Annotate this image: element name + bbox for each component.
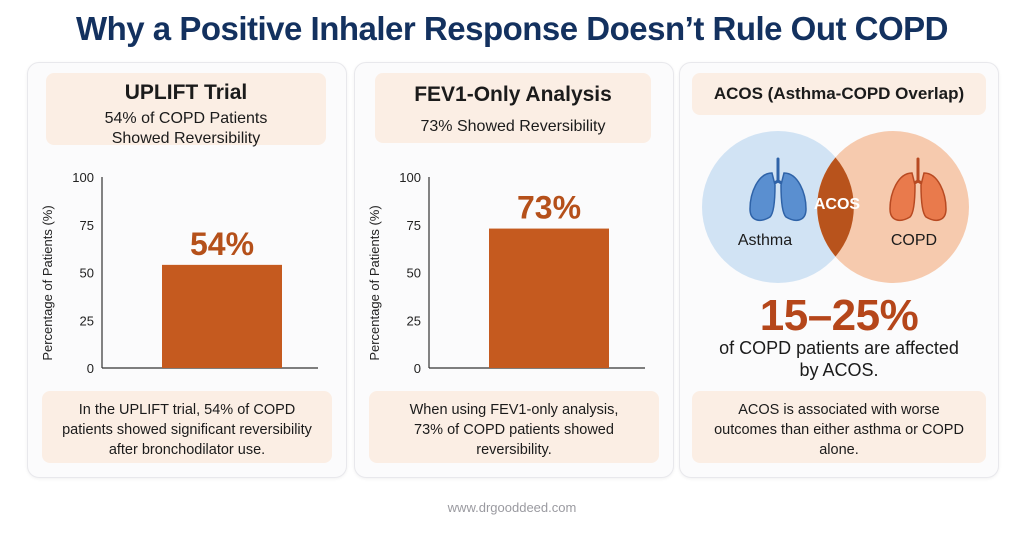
bar [489, 228, 609, 368]
y-tick-label: 25 [407, 313, 421, 328]
acos-range-description: of COPD patients are affected by ACOS. [700, 337, 978, 381]
acos-label: ACOS [814, 196, 861, 213]
note-line1: In the UPLIFT trial, 54% of COPD [78, 402, 296, 418]
note-line1: ACOS is associated with worse [738, 402, 940, 418]
note-line2: patients showed significant reversibilit… [62, 422, 312, 438]
note-line3: reversibility. [476, 442, 552, 458]
uplift-panel: UPLIFT Trial 54% of COPD Patients Showed… [27, 62, 347, 478]
y-tick-label: 75 [80, 218, 94, 233]
y-tick-label: 100 [72, 170, 94, 185]
y-tick-label: 100 [399, 170, 421, 185]
y-tick-label: 25 [80, 313, 94, 328]
panel-subtitle-line1: 54% of COPD Patients [104, 110, 268, 127]
panel-title: FEV1-Only Analysis [414, 83, 612, 106]
panel-header: FEV1-Only Analysis 73% Showed Reversibil… [375, 73, 651, 143]
y-axis-label: Percentage of Patients (%) [367, 205, 382, 360]
page-title: Why a Positive Inhaler Response Doesn’t … [75, 10, 949, 47]
venn-diagram: Asthma ACOS COPD [702, 131, 969, 283]
asthma-label: Asthma [738, 232, 792, 249]
fev1-panel: FEV1-Only Analysis 73% Showed Reversibil… [354, 62, 674, 478]
panel-note: In the UPLIFT trial, 54% of COPD patient… [42, 391, 332, 463]
bar-chart: Percentage of Patients (%) 0 25 50 75 100 73… [367, 170, 645, 376]
y-tick-label: 0 [87, 361, 94, 376]
asthma-lungs-icon [749, 157, 807, 222]
note-line2: outcomes than either asthma or COPD [714, 422, 964, 438]
panel-header: UPLIFT Trial 54% of COPD Patients Showed… [46, 73, 326, 147]
y-tick-label: 50 [407, 266, 421, 281]
copd-label: COPD [891, 232, 937, 249]
y-tick-label: 0 [414, 361, 421, 376]
note-line3: alone. [819, 442, 859, 458]
note-line2: 73% of COPD patients showed [414, 422, 614, 438]
panel-note: When using FEV1-only analysis, 73% of CO… [369, 391, 659, 463]
bar [162, 264, 282, 368]
panel-note: ACOS is associated with worse outcomes t… [692, 391, 986, 463]
y-tick-label: 75 [407, 218, 421, 233]
bar-value-label: 73% [517, 190, 581, 226]
bar-chart: Percentage of Patients (%) 0 25 50 75 100 54… [40, 170, 318, 376]
acos-panel: ACOS (Asthma-COPD Overlap) Asthma ACOS C… [679, 62, 999, 478]
range-desc-line1: of COPD patients are affected [719, 338, 959, 358]
y-tick-label: 50 [80, 266, 94, 281]
copd-lungs-icon [889, 157, 947, 222]
panel-header: ACOS (Asthma-COPD Overlap) [692, 73, 986, 115]
footer-url: www.drgooddeed.com [447, 500, 577, 515]
note-line1: When using FEV1-only analysis, [409, 402, 619, 418]
asthma-circle [702, 131, 854, 283]
panel-title: UPLIFT Trial [124, 81, 248, 104]
bar-value-label: 54% [190, 226, 254, 262]
panel-subtitle-line2: Showed Reversibility [111, 130, 261, 147]
note-line3: after bronchodilator use. [108, 442, 266, 458]
panel-subtitle-line1: 73% Showed Reversibility [420, 118, 606, 135]
range-desc-line2: by ACOS. [799, 360, 879, 380]
panel-title: ACOS (Asthma-COPD Overlap) [713, 84, 965, 103]
acos-range: 15–25% [759, 291, 919, 340]
y-axis-label: Percentage of Patients (%) [40, 205, 55, 360]
acos-overlap [817, 157, 854, 257]
